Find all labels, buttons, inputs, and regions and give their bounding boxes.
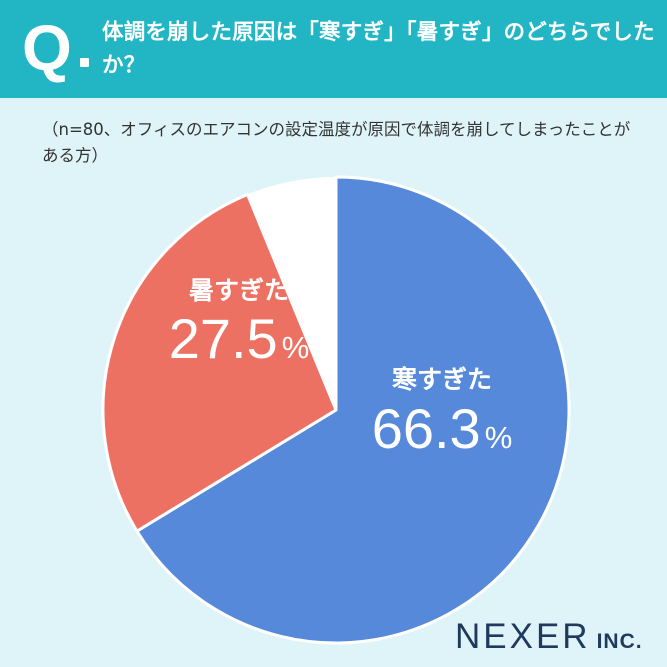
brand-name: NEXER bbox=[455, 617, 591, 656]
question-text: 体調を崩した原因は「寒すぎ」「暑すぎ」のどちらでしたか？ bbox=[102, 20, 655, 78]
slice-label-2: 暑すぎた bbox=[189, 276, 289, 305]
q-dot bbox=[80, 58, 89, 67]
q-letter: Q bbox=[22, 12, 72, 84]
sample-note: （n=80、オフィスのエアコンの設定温度が原因で体調を崩してしまったことがある方… bbox=[42, 120, 631, 165]
question-header: Q 体調を崩した原因は「寒すぎ」「暑すぎ」のどちらでしたか？ bbox=[0, 0, 667, 98]
brand-logo: NEXER INC. bbox=[455, 617, 643, 657]
pie-slice-2 bbox=[101, 192, 338, 533]
slice-label-1: 寒すぎた bbox=[392, 365, 492, 394]
brand-suffix: INC. bbox=[596, 630, 643, 653]
slice-value-2: 27.5% bbox=[169, 307, 310, 370]
slice-value-1: 66.3% bbox=[372, 397, 513, 460]
pie-slice-1 bbox=[135, 175, 571, 645]
